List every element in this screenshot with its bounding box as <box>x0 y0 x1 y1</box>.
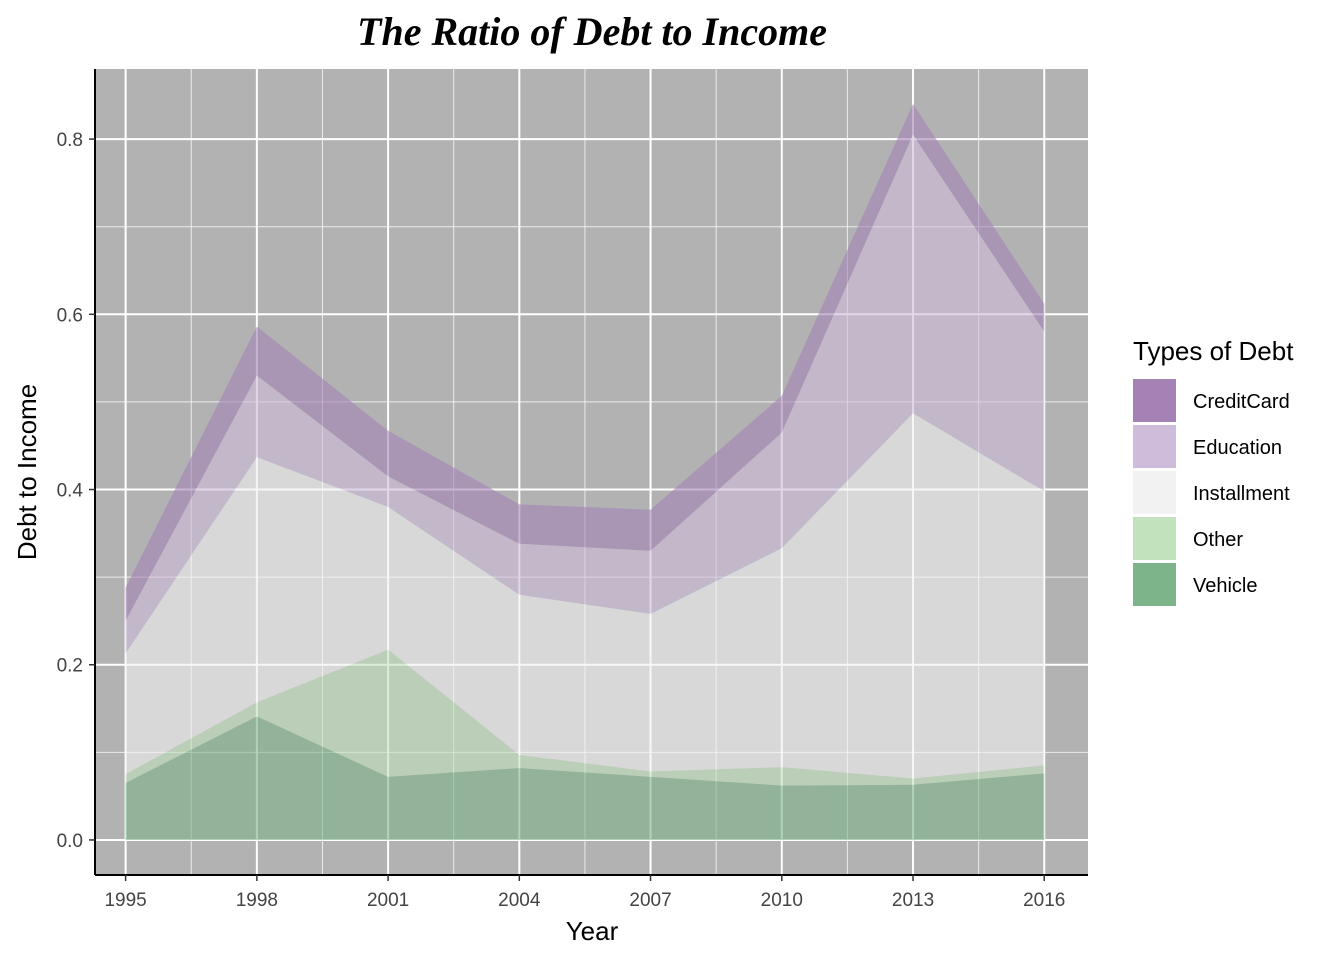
legend-swatch-installment <box>1133 471 1176 514</box>
legend-items: CreditCard Education Installment Other Vehic… <box>1133 379 1290 606</box>
legend-label-education: Education <box>1193 437 1282 459</box>
x-tick-label: 2013 <box>892 890 934 911</box>
x-tick-label: 1995 <box>104 890 146 911</box>
legend-label-vehicle: Vehicle <box>1193 575 1258 597</box>
area-other <box>125 649 1045 786</box>
area-education <box>125 134 1045 654</box>
y-tick-label: 0.4 <box>57 481 84 502</box>
area-creditcard <box>125 104 1045 621</box>
y-axis-ticks: 0.0 0.2 0.4 0.6 0.8 <box>57 130 95 852</box>
y-tick-label: 0.8 <box>57 130 83 151</box>
x-tick-label: 2010 <box>761 890 803 911</box>
area-vehicle <box>125 716 1045 840</box>
y-tick-label: 0.6 <box>57 305 83 326</box>
x-tick-label: 2001 <box>367 890 409 911</box>
x-tick-label: 2007 <box>629 890 671 911</box>
x-tick-label: 1998 <box>236 890 278 911</box>
legend-swatch-other <box>1133 517 1176 560</box>
x-axis-ticks: 1995 1998 2001 2004 2007 2010 2013 2016 <box>104 875 1065 911</box>
area-series <box>125 104 1045 840</box>
legend-label-other: Other <box>1193 529 1243 551</box>
legend: Types of Debt CreditCard Education Install… <box>1133 336 1294 606</box>
legend-label-installment: Installment <box>1193 483 1290 505</box>
x-tick-label: 2016 <box>1023 890 1065 911</box>
y-tick-label: 0.2 <box>57 656 83 677</box>
legend-swatch-vehicle <box>1133 563 1176 606</box>
legend-label-creditcard: CreditCard <box>1193 391 1290 413</box>
area-installment <box>125 413 1045 779</box>
x-axis-title: Year <box>566 916 619 946</box>
y-axis-title: Debt to Income <box>12 384 42 560</box>
y-tick-label: 0.0 <box>57 831 83 852</box>
legend-swatch-education <box>1133 425 1176 468</box>
legend-swatch-creditcard <box>1133 379 1176 422</box>
legend-title: Types of Debt <box>1133 336 1294 366</box>
chart-title: The Ratio of Debt to Income <box>357 9 827 54</box>
x-tick-label: 2004 <box>498 890 541 911</box>
